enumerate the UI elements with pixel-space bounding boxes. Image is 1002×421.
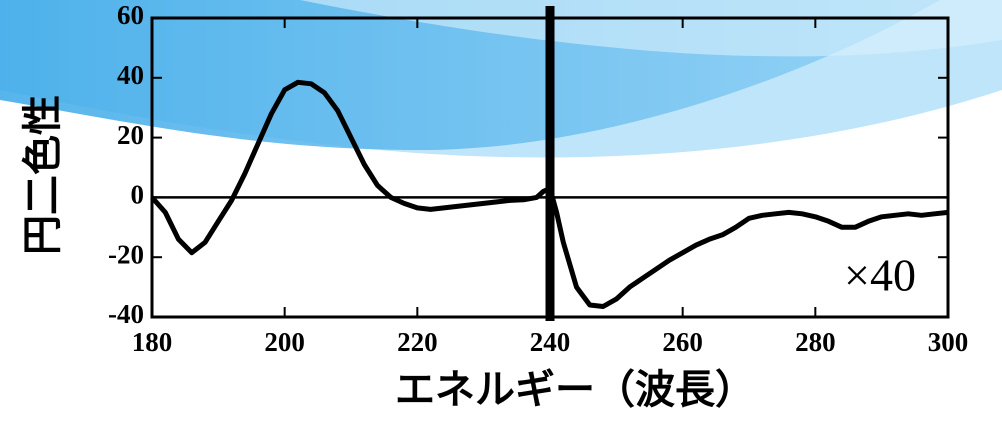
- y-tick-label: 60: [117, 0, 144, 30]
- x-tick-label: 260: [662, 327, 703, 357]
- x-tick-label: 240: [530, 327, 571, 357]
- x-axis-label: エネルギー（波長）: [395, 367, 755, 413]
- x-tick-label: 180: [132, 327, 173, 357]
- y-tick-label: 0: [131, 180, 145, 210]
- y-tick-label: -20: [108, 239, 144, 269]
- annotation: ×40: [844, 250, 916, 301]
- y-axis-label: 円二色性: [20, 95, 66, 255]
- chart: 円二色性 エネルギー（波長） ×40 -40 -20 0 20 40 60 180 200 22…: [0, 0, 1002, 421]
- x-tick-label: 200: [264, 327, 305, 357]
- x-tick-label: 300: [928, 327, 969, 357]
- x-tick-label: 280: [795, 327, 836, 357]
- y-tick-label: 20: [117, 120, 144, 150]
- x-tick-label: 220: [397, 327, 438, 357]
- y-tick-label: -40: [108, 299, 144, 329]
- background-swoosh: [0, 0, 1002, 158]
- y-tick-label: 40: [117, 60, 144, 90]
